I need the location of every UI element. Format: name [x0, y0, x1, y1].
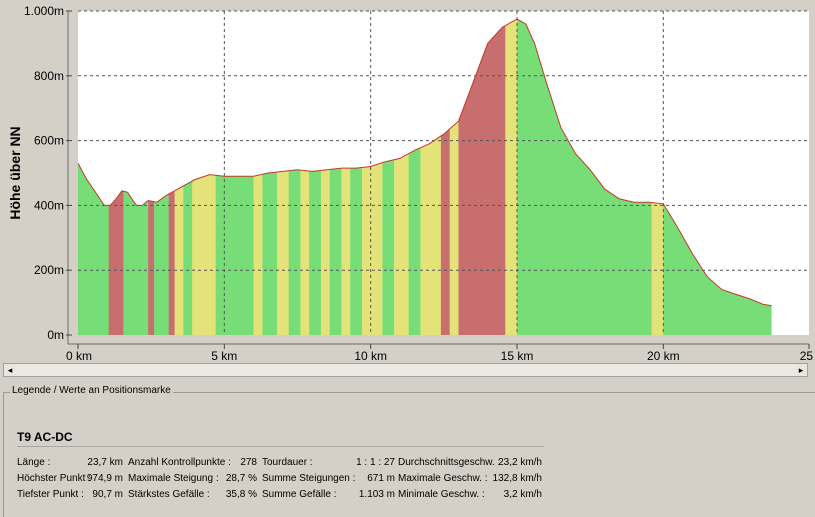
legend-group: Legende / Werte an Positionsmarke T9 AC-…	[3, 385, 815, 517]
gradient-band-moderate	[300, 19, 310, 335]
x-tick-label: 5 km	[211, 349, 237, 363]
gradient-band-moderate	[505, 19, 518, 335]
y-tick-label: 800m	[34, 69, 64, 83]
x-tick-label: 25 km	[800, 349, 815, 363]
x-tick-label: 0 km	[66, 349, 92, 363]
y-tick-labels: 0m 200m 400m 600m 800m 1.000m	[24, 4, 72, 342]
x-tick-label: 15 km	[501, 349, 534, 363]
gradient-band-moderate	[449, 19, 459, 335]
gradient-band-steep	[440, 19, 451, 335]
x-tick-labels: 0 km 5 km 10 km 15 km 20 km 25 km	[66, 344, 815, 363]
x-tick-label: 20 km	[647, 349, 680, 363]
gradient-band-moderate	[341, 19, 351, 335]
y-tick-label: 600m	[34, 134, 64, 148]
gradient-band-moderate	[253, 19, 263, 335]
y-axis-label: Höhe über NN	[7, 126, 23, 219]
grid-lines	[78, 10, 809, 335]
y-tick-label: 0m	[47, 328, 64, 342]
elevation-chart-panel: 0m 200m 400m 600m 800m 1.000m 0 km 5 km 10 km 15…	[3, 4, 815, 377]
y-tick-label: 200m	[34, 263, 64, 277]
horizontal-scrollbar[interactable]: ◂ ▸	[3, 363, 808, 377]
y-tick-label: 1.000m	[24, 4, 64, 18]
elevation-profile-chart: 0m 200m 400m 600m 800m 1.000m 0 km 5 km 10 km 15…	[7, 4, 815, 363]
scroll-right-arrow-icon[interactable]: ▸	[795, 364, 807, 376]
elevation-line	[77, 18, 772, 307]
scroll-left-arrow-icon[interactable]: ◂	[4, 364, 16, 376]
gradient-band-moderate	[320, 19, 331, 335]
x-tick-label: 10 km	[354, 349, 387, 363]
y-tick-label: 400m	[34, 198, 64, 212]
tour-name: T9 AC-DC	[17, 430, 73, 444]
separator-line	[17, 446, 544, 447]
legend-title: Legende / Werte an Positionsmarke	[10, 385, 173, 396]
